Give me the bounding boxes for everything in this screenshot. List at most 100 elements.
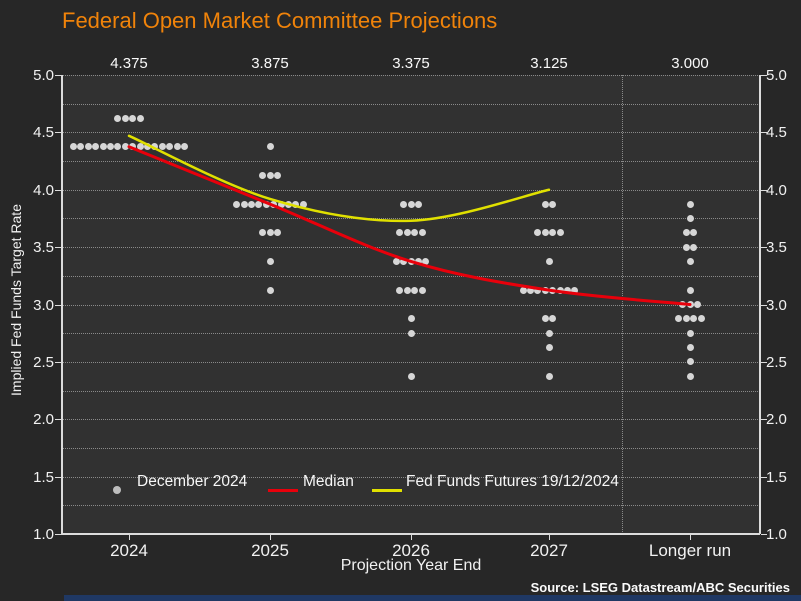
median-line bbox=[127, 145, 692, 306]
gridline bbox=[62, 419, 760, 421]
projection-dot bbox=[675, 315, 683, 323]
y-tick-mark bbox=[55, 361, 61, 363]
projection-dot bbox=[564, 286, 571, 294]
projection-dot bbox=[396, 229, 404, 237]
projection-dot bbox=[686, 257, 694, 265]
x-tick-mark bbox=[549, 534, 550, 540]
y-tick-mark bbox=[761, 304, 767, 306]
projection-dot bbox=[686, 344, 694, 352]
gridline bbox=[62, 476, 760, 478]
projection-dot bbox=[255, 200, 263, 208]
median-value-label: 3.875 bbox=[251, 55, 289, 72]
gridline bbox=[62, 189, 760, 191]
y-tick-mark bbox=[761, 132, 767, 134]
y-tick-mark bbox=[761, 534, 767, 535]
projection-dot bbox=[266, 229, 274, 237]
y-tick-label-right: 1.0 bbox=[766, 526, 787, 543]
projection-dot bbox=[534, 229, 542, 237]
legend-median-line-marker bbox=[268, 488, 298, 492]
projection-dot bbox=[70, 143, 77, 151]
y-tick-label-right: 4.5 bbox=[766, 124, 787, 142]
projection-dot bbox=[396, 286, 404, 294]
projection-dot bbox=[92, 143, 100, 151]
gridline bbox=[62, 75, 760, 76]
median-value-label: 3.375 bbox=[392, 55, 430, 72]
projection-dot bbox=[266, 286, 274, 294]
gridline bbox=[62, 103, 760, 105]
gridline bbox=[62, 447, 760, 449]
projection-dot bbox=[248, 200, 255, 208]
projection-dot bbox=[686, 214, 694, 222]
projection-dot bbox=[541, 315, 549, 323]
projection-dot bbox=[77, 143, 85, 151]
projection-dot bbox=[686, 372, 694, 380]
gridline bbox=[62, 361, 760, 363]
gridline bbox=[62, 275, 760, 277]
median-value-label: 3.125 bbox=[530, 55, 568, 72]
x-tick-mark bbox=[411, 534, 412, 540]
projection-dot bbox=[549, 315, 557, 323]
legend-futures-line-marker bbox=[372, 489, 402, 492]
projection-dot bbox=[166, 143, 174, 151]
projection-dot bbox=[527, 286, 534, 294]
y-tick-mark bbox=[55, 189, 61, 191]
projection-dot bbox=[233, 200, 241, 208]
projection-dot bbox=[418, 229, 426, 237]
projection-dot bbox=[693, 301, 701, 308]
plot-area: December 2024 Median Fed Funds Futures 1… bbox=[62, 75, 760, 534]
projection-dot bbox=[240, 200, 248, 208]
y-tick-label-left: 4.0 bbox=[33, 181, 54, 199]
projection-dot bbox=[407, 372, 415, 380]
chart-title: Federal Open Market Committee Projection… bbox=[62, 8, 498, 33]
legend-label-median: Median bbox=[303, 473, 354, 490]
x-tick-mark bbox=[129, 534, 130, 540]
projection-dot bbox=[400, 200, 408, 208]
projection-dot bbox=[173, 143, 181, 151]
projection-dot bbox=[181, 143, 188, 151]
y-tick-label-left: 3.5 bbox=[33, 239, 54, 257]
projection-dot bbox=[690, 315, 698, 323]
x-tick-label: Longer run bbox=[648, 541, 732, 560]
gridline bbox=[62, 390, 760, 392]
projection-dot bbox=[84, 143, 92, 151]
x-tick-mark bbox=[690, 534, 691, 540]
gridline bbox=[62, 304, 760, 306]
projection-dot bbox=[299, 200, 307, 208]
y-tick-mark bbox=[55, 304, 61, 306]
y-tick-label-left: 2.0 bbox=[33, 411, 54, 429]
projection-dot bbox=[121, 114, 129, 122]
longer-run-separator-line bbox=[622, 75, 623, 534]
y-tick-mark bbox=[761, 361, 767, 363]
projection-dot bbox=[273, 171, 281, 179]
fed-funds-futures-line bbox=[127, 134, 551, 223]
projection-dot bbox=[266, 171, 274, 179]
projection-dot bbox=[534, 286, 542, 294]
y-tick-mark bbox=[55, 132, 61, 134]
projection-dot bbox=[414, 200, 422, 208]
projection-dot bbox=[686, 200, 694, 208]
legend-label-december-2024: December 2024 bbox=[137, 473, 248, 490]
y-tick-label-left: 4.5 bbox=[33, 124, 54, 142]
projection-dot bbox=[392, 257, 400, 265]
x-tick-label: 2025 bbox=[251, 541, 289, 560]
gridline bbox=[62, 161, 760, 163]
projection-dot bbox=[407, 200, 415, 208]
y-tick-label-right: 1.5 bbox=[766, 468, 787, 486]
projection-dot bbox=[292, 200, 300, 208]
projection-dot bbox=[519, 286, 527, 294]
y-tick-label-right: 3.0 bbox=[766, 296, 787, 314]
projection-dot bbox=[541, 229, 549, 237]
y-tick-mark bbox=[761, 189, 767, 191]
y-tick-label-left: 3.0 bbox=[33, 296, 54, 314]
projection-dot bbox=[107, 143, 114, 151]
y-axis-line-left bbox=[61, 75, 63, 534]
x-tick-mark bbox=[270, 534, 271, 540]
projection-dot bbox=[549, 229, 557, 237]
projection-dot bbox=[114, 114, 122, 122]
projection-dot bbox=[411, 229, 419, 237]
source-bar bbox=[64, 595, 801, 601]
projection-dot bbox=[571, 286, 579, 294]
projection-dot bbox=[411, 286, 419, 294]
projection-dot bbox=[121, 143, 129, 151]
